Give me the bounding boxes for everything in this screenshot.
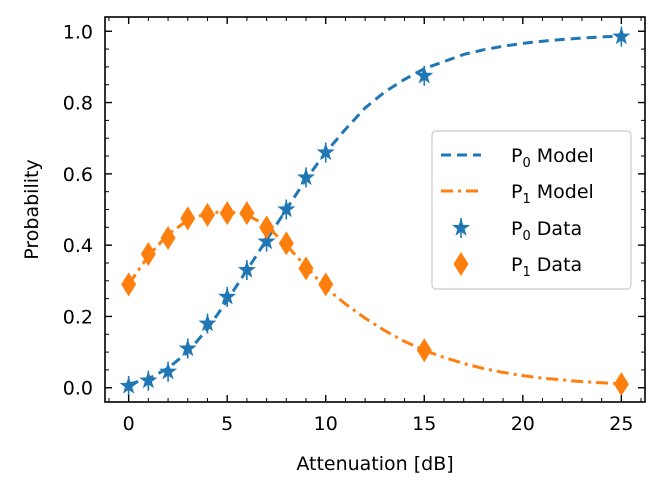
legend-label: P0 Data xyxy=(511,218,582,244)
legend-label: P0 Model xyxy=(511,145,594,171)
y-axis-label: Probability xyxy=(21,159,43,259)
legend-star-swatch xyxy=(451,218,471,236)
star-data-point xyxy=(296,167,316,186)
diamond-data-point xyxy=(416,338,432,363)
diamond-data-point xyxy=(278,231,294,256)
diamond-data-point xyxy=(298,256,314,281)
star-data-point xyxy=(218,287,237,305)
diamond-data-point xyxy=(239,201,255,226)
star-data-point xyxy=(139,371,158,389)
star-data-point xyxy=(612,27,631,45)
star-data-point xyxy=(257,232,276,250)
legend: P0 Model P1 Model P0 Data P1 Data xyxy=(431,130,632,290)
legend-items: P0 Model P1 Model P0 Data P1 Data xyxy=(441,145,594,280)
legend-diamond-swatch xyxy=(453,252,469,276)
y-tick-label: 0.2 xyxy=(63,306,93,328)
legend-label: P1 Data xyxy=(511,254,582,280)
diamond-data-point xyxy=(121,272,137,297)
y-tick-label: 0.6 xyxy=(63,164,93,186)
diamond-data-point xyxy=(613,372,629,397)
x-tick-label: 25 xyxy=(609,413,633,435)
x-tick-label: 5 xyxy=(221,413,233,435)
x-tick-label: 20 xyxy=(511,413,535,435)
diamond-data-point xyxy=(199,202,215,227)
diamond-data-point xyxy=(180,206,196,231)
x-axis-label: Attenuation [dB] xyxy=(296,453,453,475)
y-axis-ticks: 0.0 0.2 0.4 0.6 0.8 1.0 xyxy=(63,21,645,400)
diamond-data-point xyxy=(318,272,334,297)
diamond-data-point xyxy=(160,226,176,251)
star-data-point xyxy=(119,376,138,394)
x-tick-label: 0 xyxy=(123,413,135,435)
y-tick-label: 0.0 xyxy=(63,378,93,400)
x-tick-label: 10 xyxy=(314,413,338,435)
data-markers xyxy=(119,26,631,397)
star-data-point xyxy=(178,339,197,357)
plot-area xyxy=(119,26,631,397)
star-data-point xyxy=(277,200,296,218)
star-data-point xyxy=(415,66,434,84)
star-data-point xyxy=(237,260,256,278)
model-line-1 xyxy=(127,209,622,386)
star-data-point xyxy=(316,142,335,161)
x-axis-ticks: 0 5 10 15 20 25 xyxy=(108,17,642,435)
diamond-data-point xyxy=(140,242,156,267)
legend-box xyxy=(431,130,632,290)
star-data-point xyxy=(159,362,178,380)
legend-label: P1 Model xyxy=(511,181,594,207)
x-tick-label: 15 xyxy=(412,413,436,435)
y-tick-label: 0.4 xyxy=(63,235,93,257)
y-tick-label: 1.0 xyxy=(63,21,93,43)
diamond-data-point xyxy=(259,215,275,240)
star-data-point xyxy=(198,314,217,332)
y-tick-label: 0.8 xyxy=(63,93,93,115)
diamond-data-point xyxy=(219,201,235,226)
